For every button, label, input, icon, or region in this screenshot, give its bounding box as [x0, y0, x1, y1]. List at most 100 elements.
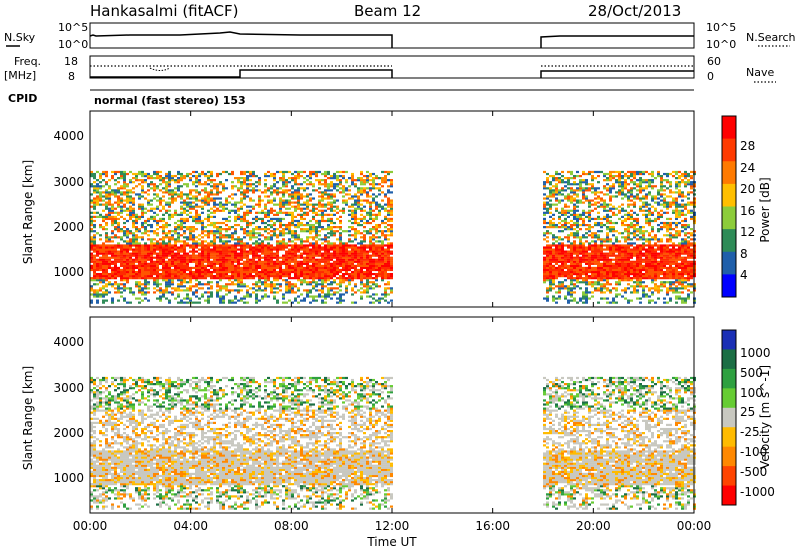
power-cell: [573, 215, 576, 219]
power-cell: [570, 199, 573, 202]
power-cell: [333, 293, 336, 296]
power-cell: [153, 266, 156, 270]
power-cell: [111, 268, 114, 272]
power-cell: [177, 285, 180, 288]
power-cell: [222, 256, 225, 259]
power-cell: [111, 299, 114, 302]
power-cell: [351, 174, 354, 178]
power-cell: [207, 252, 210, 255]
power-cell: [585, 236, 588, 239]
power-cell: [588, 270, 591, 274]
power-cell: [186, 252, 189, 255]
power-cell: [213, 248, 216, 251]
power-cell: [210, 230, 213, 233]
power-cell: [99, 260, 102, 263]
power-cell: [597, 234, 600, 237]
power-cell: [153, 291, 156, 294]
power-cell: [345, 266, 348, 270]
power-cell: [336, 185, 339, 188]
power-cell: [339, 219, 342, 223]
power-cell: [231, 262, 234, 265]
power-cell: [189, 236, 192, 239]
power-cell: [552, 177, 555, 180]
power-cell: [366, 174, 369, 178]
power-cell: [321, 179, 324, 182]
power-cell: [276, 203, 279, 206]
power-cell: [120, 268, 123, 272]
power-cell: [168, 217, 171, 221]
power-cell: [330, 252, 333, 255]
power-cell: [549, 256, 552, 259]
power-cell: [603, 279, 606, 282]
power-cell: [294, 197, 297, 200]
power-cell: [342, 262, 345, 265]
power-cell: [93, 270, 96, 274]
power-cell: [114, 183, 117, 186]
power-cell: [240, 279, 243, 282]
power-cell: [378, 248, 381, 251]
power-cell: [138, 244, 141, 247]
power-cell: [177, 272, 180, 276]
power-cell: [90, 268, 93, 272]
power-cell: [597, 279, 600, 282]
power-cell: [594, 193, 597, 196]
power-cell: [111, 221, 114, 225]
power-cell: [246, 266, 249, 270]
power-cell: [171, 179, 174, 182]
power-cell: [306, 223, 309, 227]
power-cell: [231, 277, 234, 280]
power-cell: [360, 177, 363, 180]
power-cell: [96, 266, 99, 270]
power-cell: [363, 285, 366, 288]
power-cell: [597, 262, 600, 265]
power-cell: [549, 199, 552, 202]
power-cell: [303, 270, 306, 274]
power-cell: [171, 254, 174, 257]
cpid-value: normal (fast stereo) 153: [94, 94, 246, 107]
power-cell: [150, 262, 153, 265]
power-cell: [558, 236, 561, 239]
power-cell: [321, 238, 324, 241]
power-cell: [225, 283, 228, 286]
power-cell: [183, 232, 186, 235]
power-cell: [195, 262, 198, 265]
power-cell: [390, 262, 393, 265]
power-cell: [273, 283, 276, 286]
power-cell: [180, 177, 183, 180]
power-cell: [126, 254, 129, 257]
power-cell: [597, 201, 600, 204]
power-cell: [201, 277, 204, 280]
power-cell: [276, 266, 279, 270]
power-cell: [366, 230, 369, 233]
power-cell: [582, 254, 585, 257]
power-cell: [309, 199, 312, 202]
power-cell: [135, 236, 138, 239]
power-cell: [192, 270, 195, 274]
power-cell: [150, 266, 153, 270]
power-cell: [195, 301, 198, 304]
power-cell: [120, 275, 123, 278]
power-cell: [168, 262, 171, 265]
power-cell: [213, 236, 216, 239]
power-cell: [378, 285, 381, 288]
power-cell: [216, 244, 219, 247]
power-cell: [261, 297, 264, 300]
power-cell: [288, 226, 291, 229]
power-cell: [363, 183, 366, 186]
power-cell: [249, 295, 252, 298]
power-cell: [249, 221, 252, 225]
power-cell: [111, 301, 114, 304]
power-cell: [318, 260, 321, 263]
power-cell: [288, 230, 291, 233]
power-cell: [312, 262, 315, 265]
power-cell: [177, 219, 180, 223]
power-cell: [210, 285, 213, 288]
power-cell: [108, 266, 111, 270]
power-cell: [171, 201, 174, 204]
power-cell: [243, 170, 246, 174]
power-cell: [132, 209, 135, 212]
power-cell: [270, 187, 273, 190]
power-cell: [252, 199, 255, 202]
power-cell: [387, 256, 390, 259]
power-cell: [204, 270, 207, 274]
